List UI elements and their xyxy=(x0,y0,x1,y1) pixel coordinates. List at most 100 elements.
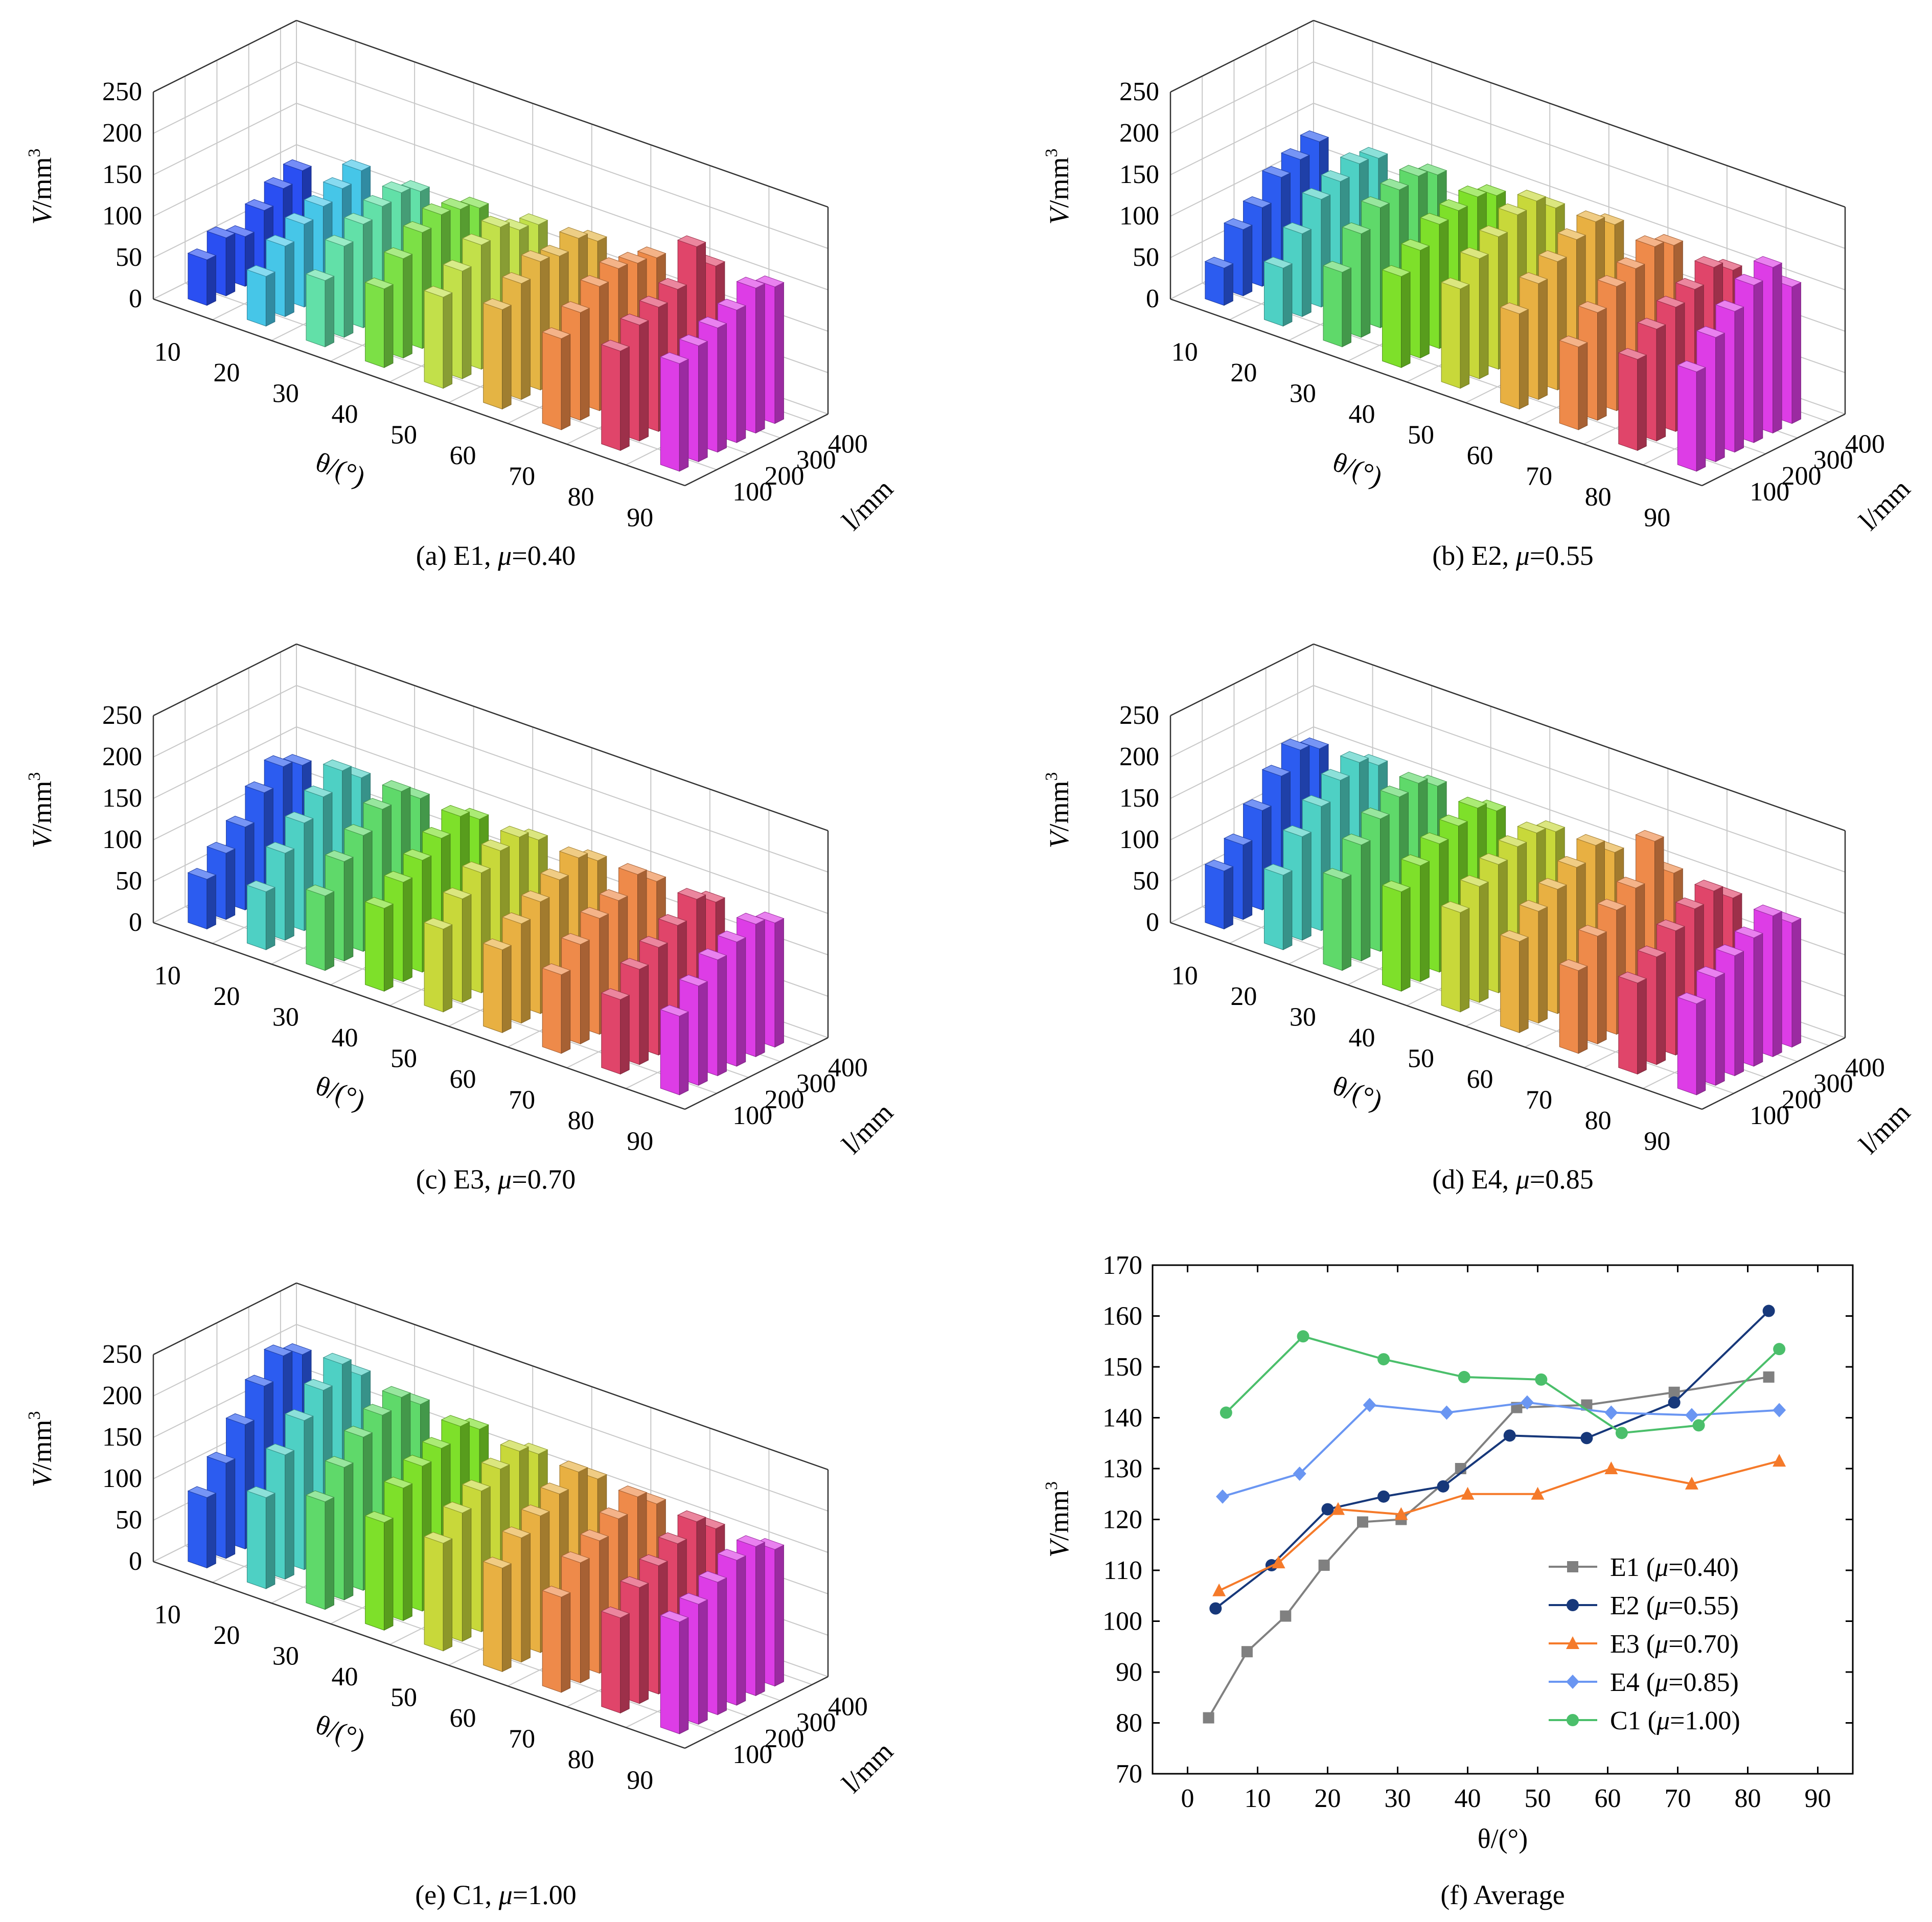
y-tick-label: 80 xyxy=(1116,1709,1142,1738)
bar-side-face xyxy=(717,1577,727,1715)
bar-side-face xyxy=(1734,951,1744,1077)
bar-top-face xyxy=(736,1535,766,1547)
bar-top-face xyxy=(1576,210,1605,222)
theta-tick-label: 70 xyxy=(1526,462,1552,491)
theta-tick-label: 50 xyxy=(390,1044,417,1073)
bar-top-face xyxy=(423,286,453,298)
z-tick-label: 250 xyxy=(102,701,142,730)
bar-top-face xyxy=(1517,190,1547,201)
bar xyxy=(1204,859,1234,930)
data-point xyxy=(1357,1516,1368,1528)
bar-side-face xyxy=(1597,931,1607,1044)
bar-side-face xyxy=(206,874,216,930)
bar-top-face xyxy=(658,278,687,290)
legend-label: E4 (μ=0.85) xyxy=(1610,1668,1739,1697)
bar xyxy=(187,1486,217,1569)
z-tick-label: 0 xyxy=(129,284,142,313)
bar-front-face xyxy=(246,884,266,950)
bar-top-face xyxy=(1637,945,1666,957)
bar-top-face xyxy=(1440,278,1470,289)
axis-frame xyxy=(153,922,685,1110)
theta-tick-label: 20 xyxy=(213,358,240,387)
bar-top-face xyxy=(1538,250,1568,262)
bar-top-face xyxy=(1382,265,1411,277)
bar-top-face xyxy=(1616,257,1645,269)
theta-tick-label: 50 xyxy=(1408,421,1434,450)
bar xyxy=(1440,901,1470,1013)
bar-side-face xyxy=(639,320,649,442)
data-point xyxy=(1440,1405,1454,1420)
bar-side-face xyxy=(1224,866,1233,930)
bar-top-face xyxy=(500,826,530,838)
bar-top-face xyxy=(658,914,687,926)
bar-front-face xyxy=(542,331,562,430)
z-tick-label: 0 xyxy=(129,908,142,937)
bar-side-face xyxy=(561,334,571,430)
y-tick-label: 140 xyxy=(1102,1404,1142,1433)
bar-top-face xyxy=(364,897,394,909)
bar-top-face xyxy=(679,334,708,346)
panel-caption: (f) Average xyxy=(1440,1880,1565,1910)
bar-top-face xyxy=(1379,785,1409,797)
bar-top-face xyxy=(1734,273,1764,286)
theta-tick-label: 60 xyxy=(1467,441,1493,470)
bar xyxy=(541,327,571,430)
grid-line xyxy=(153,19,829,208)
bar-top-face xyxy=(521,250,550,262)
bar-top-face xyxy=(1578,301,1607,313)
axis-frame xyxy=(684,1676,829,1749)
bar-top-face xyxy=(364,1511,394,1523)
bar-top-face xyxy=(459,1417,489,1430)
bar-side-face xyxy=(403,877,412,982)
bar-top-face xyxy=(1578,925,1607,937)
bar-top-face xyxy=(343,213,373,225)
bar-side-face xyxy=(285,241,294,317)
grid-line xyxy=(185,1338,717,1733)
bar xyxy=(364,277,394,368)
z-tick-label: 150 xyxy=(102,160,142,189)
data-point xyxy=(1331,1502,1345,1515)
bar-front-face xyxy=(1677,997,1697,1095)
bar-top-face xyxy=(717,299,747,311)
chart-panel-e: 0501001502002501020304050607080901002003… xyxy=(25,1282,899,1910)
panel-caption: (c) E3, μ=0.70 xyxy=(416,1164,576,1195)
bar-side-face xyxy=(521,1533,531,1663)
bar-side-face xyxy=(1715,332,1725,463)
data-point xyxy=(1535,1373,1548,1386)
bar-top-face xyxy=(443,887,472,900)
bar-front-face xyxy=(483,1561,503,1672)
bar-front-face xyxy=(1205,261,1225,306)
bar-top-face xyxy=(540,245,569,257)
x-tick-label: 90 xyxy=(1805,1784,1831,1813)
bar-top-face xyxy=(325,235,354,247)
series-line xyxy=(1212,1454,1786,1596)
bar-side-face xyxy=(755,1542,765,1697)
data-point xyxy=(1203,1712,1214,1724)
bar-side-face xyxy=(755,919,765,1058)
bar-top-face xyxy=(246,1486,276,1498)
bar-top-face xyxy=(402,221,432,233)
bar-top-face xyxy=(519,213,548,225)
theta-tick-label: 90 xyxy=(627,1766,653,1795)
axis-frame xyxy=(153,19,297,93)
bar-top-face xyxy=(639,295,669,308)
bar-top-face xyxy=(362,195,392,207)
z-tick-label: 150 xyxy=(102,784,142,813)
bar-top-face xyxy=(619,313,649,326)
bar-top-face xyxy=(677,1510,706,1522)
bar-front-face xyxy=(601,1611,621,1714)
theta-tick-label: 80 xyxy=(1585,1106,1612,1135)
bar-side-face xyxy=(225,1458,236,1559)
chart-panel-c: 0501001502002501020304050607080901002003… xyxy=(25,643,899,1195)
bar-front-face xyxy=(1500,307,1520,409)
x-tick-label: 60 xyxy=(1595,1784,1621,1813)
y-tick-label: 100 xyxy=(1102,1607,1142,1636)
theta-tick-label: 70 xyxy=(1526,1086,1552,1115)
theta-tick-label: 10 xyxy=(1171,961,1198,990)
l-axis-label: l/mm xyxy=(836,1736,899,1799)
bar-side-face xyxy=(384,284,394,368)
bar-side-face xyxy=(774,918,784,1048)
bar-top-face xyxy=(325,1456,354,1468)
series-path xyxy=(1207,1376,1769,1719)
bar-top-face xyxy=(601,1606,630,1618)
